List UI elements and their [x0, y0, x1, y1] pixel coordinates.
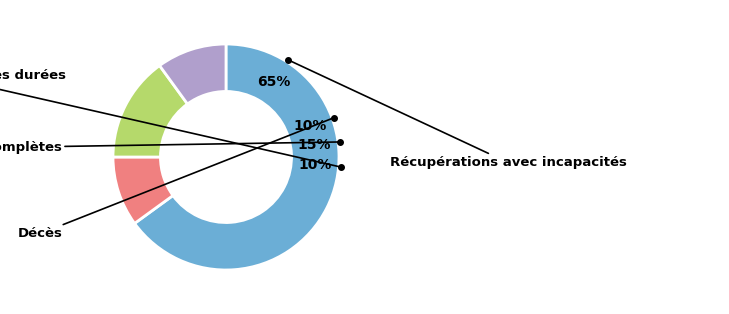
Wedge shape	[135, 44, 339, 270]
Text: Récupérations complètes: Récupérations complètes	[0, 142, 340, 154]
Text: Récupérations avec incapacités: Récupérations avec incapacités	[288, 60, 627, 169]
Text: 65%: 65%	[257, 75, 291, 89]
Wedge shape	[113, 157, 173, 224]
Text: 10%: 10%	[293, 119, 327, 133]
Wedge shape	[160, 44, 226, 104]
Wedge shape	[113, 66, 187, 157]
Text: Décès: Décès	[17, 117, 335, 240]
Text: 10%: 10%	[298, 158, 332, 172]
Text: 15%: 15%	[297, 138, 331, 152]
Text: Hébergements de longues durées: Hébergements de longues durées	[0, 69, 340, 167]
